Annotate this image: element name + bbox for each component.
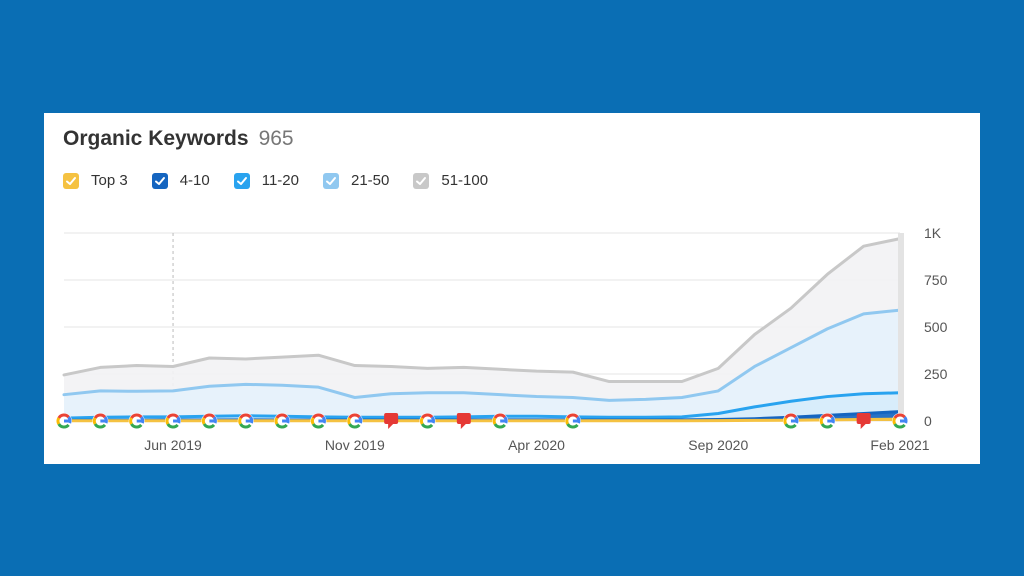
google-update-icon[interactable]	[892, 413, 908, 429]
google-update-icon[interactable]	[201, 413, 218, 429]
series-line-51-100	[62, 237, 902, 384]
google-update-icon[interactable]	[564, 413, 581, 429]
y-tick-label: 500	[924, 319, 948, 335]
keyword-count: 965	[258, 127, 294, 150]
google-update-icon[interactable]	[419, 413, 436, 429]
note-icon[interactable]	[856, 413, 871, 429]
current-period-band	[898, 233, 904, 421]
legend-label: 11-20	[261, 172, 299, 189]
legend-item-top3[interactable]: Top 3	[63, 172, 128, 189]
google-update-icon[interactable]	[237, 413, 254, 429]
x-tick-label: Jun 2019	[144, 437, 202, 453]
legend-item-4-10[interactable]: 4-10	[151, 172, 210, 189]
series-area-21-50	[64, 310, 900, 421]
google-update-icon[interactable]	[274, 413, 291, 429]
y-tick-label: 250	[924, 366, 948, 382]
keywords-area-chart[interactable]: 0 250 500 750 1K Jun 2019 Nov 2019 Apr 2020 Sep …	[44, 113, 980, 464]
x-tick-label: Feb 2021	[870, 437, 929, 453]
note-icon[interactable]	[384, 413, 399, 429]
legend-item-21-50[interactable]: 21-50	[323, 172, 389, 189]
y-tick-label: 750	[924, 272, 948, 288]
google-update-icon[interactable]	[56, 413, 72, 429]
legend-item-51-100[interactable]: 51-100	[413, 172, 488, 189]
organic-keywords-card: Organic Keywords 965 Top 3 4-10 11-20 21…	[44, 113, 980, 464]
y-tick-label: 1K	[924, 225, 942, 241]
google-update-icon[interactable]	[165, 413, 182, 429]
legend-label: 21-50	[351, 172, 390, 189]
google-update-icon[interactable]	[492, 413, 509, 429]
google-update-icon[interactable]	[310, 413, 327, 429]
checkbox-icon[interactable]	[233, 172, 250, 189]
google-update-icon[interactable]	[128, 413, 145, 429]
legend-label: Top 3	[91, 172, 128, 189]
y-tick-label: 0	[924, 413, 932, 429]
x-tick-label: Sep 2020	[688, 437, 748, 453]
legend-label: 51-100	[441, 172, 489, 189]
series-line-21-50	[62, 308, 902, 402]
x-tick-label: Apr 2020	[508, 437, 565, 453]
note-icon[interactable]	[456, 413, 471, 429]
checkbox-icon[interactable]	[151, 172, 168, 189]
chart-header: Organic Keywords 965	[63, 127, 294, 151]
series-line-Top 3	[62, 417, 902, 423]
legend-item-11-20[interactable]: 11-20	[233, 172, 299, 189]
legend-label: 4-10	[179, 172, 210, 189]
checkbox-icon[interactable]	[413, 172, 430, 189]
google-update-icon[interactable]	[782, 413, 799, 429]
checkbox-icon[interactable]	[63, 172, 79, 189]
google-update-icon[interactable]	[346, 413, 363, 429]
google-update-icon[interactable]	[819, 413, 836, 429]
legend: Top 3 4-10 11-20 21-50 51-100	[63, 172, 512, 189]
x-tick-label: Nov 2019	[325, 437, 385, 453]
series-area-51-100	[64, 238, 900, 421]
chart-title: Organic Keywords	[63, 127, 249, 150]
google-update-icon[interactable]	[92, 413, 109, 429]
checkbox-icon[interactable]	[323, 172, 339, 189]
